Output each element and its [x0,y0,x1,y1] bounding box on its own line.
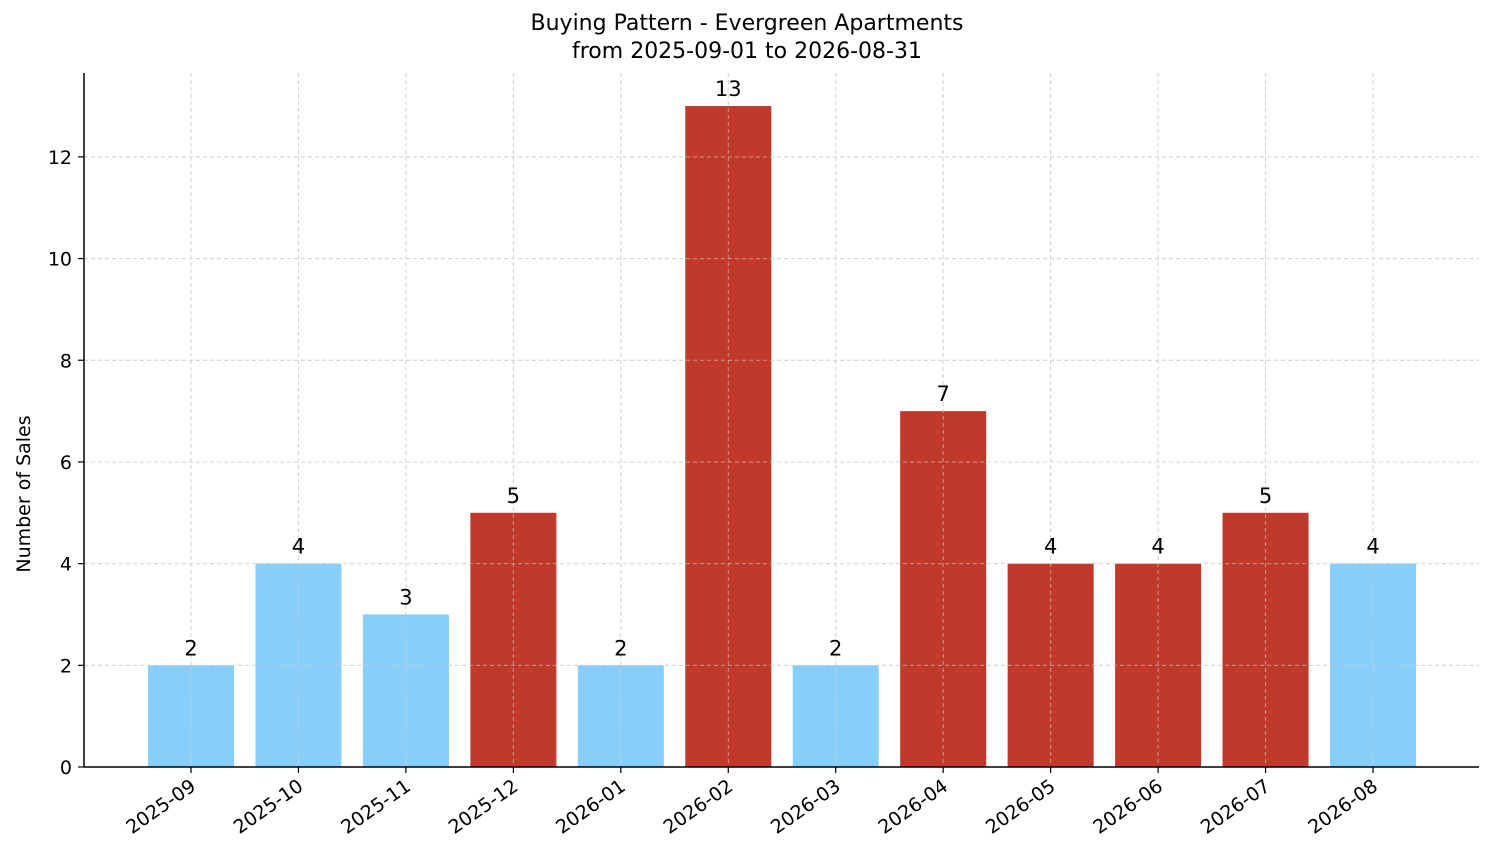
data-label: 5 [1259,484,1272,508]
data-label: 4 [1044,535,1057,559]
data-label: 13 [715,77,742,101]
y-tick-label: 0 [60,757,72,779]
bar-2025-09 [148,665,234,767]
chart-subtitle: from 2025-09-01 to 2026-08-31 [572,39,922,64]
x-tick-label: 2025-09 [122,775,200,839]
x-tick-label: 2026-07 [1197,775,1275,839]
data-label: 4 [1366,535,1379,559]
y-tick-label: 4 [60,554,72,576]
x-tick-label: 2025-12 [445,775,523,839]
chart-title-block: Buying Pattern - Evergreen Apartments fr… [0,10,1494,66]
x-tick-label: 2025-11 [337,775,415,839]
y-axis-title: Number of Sales [13,415,35,572]
x-tick-label: 2026-01 [552,775,630,839]
bar-2026-04 [900,411,987,767]
y-tick-label: 10 [48,249,72,271]
y-tick-label: 6 [60,452,72,474]
y-tick-label: 12 [48,147,72,169]
data-label: 2 [829,636,842,660]
x-tick-label: 2026-04 [874,775,952,839]
x-tick-label: 2026-06 [1089,775,1167,839]
bar-2026-01 [577,665,664,767]
data-label: 5 [507,484,520,508]
data-label: 4 [1151,535,1164,559]
data-label: 4 [292,535,305,559]
bar-2026-03 [792,665,879,767]
x-tick-label: 2026-05 [982,775,1060,839]
x-tick-label: 2026-08 [1304,775,1382,839]
data-label: 2 [614,636,627,660]
x-tick-label: 2026-03 [767,775,845,839]
y-tick-label: 8 [60,350,72,372]
data-label: 3 [399,585,412,609]
data-label: 7 [936,382,949,406]
x-tick-label: 2025-10 [230,775,308,839]
bar-2026-02 [685,106,772,768]
y-tick-label: 2 [60,655,72,677]
x-tick-label: 2026-02 [659,775,737,839]
data-label: 2 [184,636,197,660]
chart-title: Buying Pattern - Evergreen Apartments [530,11,964,36]
